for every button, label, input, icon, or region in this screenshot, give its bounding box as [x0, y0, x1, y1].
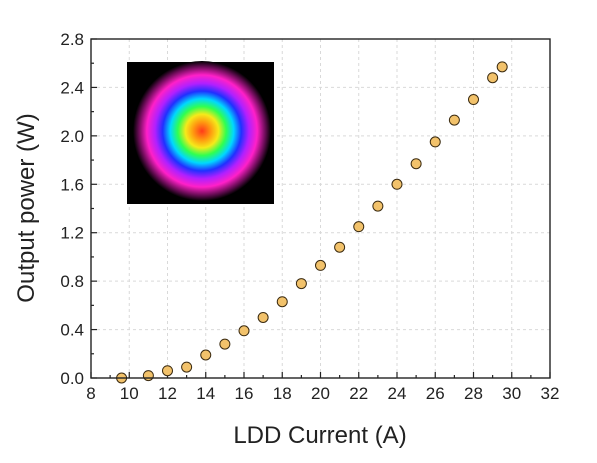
data-point — [468, 94, 479, 106]
data-point — [334, 241, 346, 253]
inset-beam-spot — [133, 61, 271, 201]
y-tick-label: 2.0 — [60, 127, 84, 146]
y-tick-label: 0.4 — [60, 321, 84, 340]
x-tick-label: 28 — [464, 384, 483, 403]
x-tick-label: 8 — [86, 384, 95, 403]
y-tick-label: 1.2 — [60, 224, 84, 243]
data-points — [116, 61, 508, 384]
data-point — [429, 136, 441, 148]
x-tick-label: 30 — [502, 384, 521, 403]
data-point — [487, 72, 499, 84]
x-tick-label: 24 — [388, 384, 407, 403]
data-point — [276, 296, 288, 308]
x-axis-title: LDD Current (A) — [233, 422, 406, 449]
data-point — [410, 158, 422, 170]
x-tick-label: 16 — [235, 384, 254, 403]
x-tick-label: 20 — [311, 384, 330, 403]
plot-frame — [90, 38, 551, 379]
x-tick-label: 32 — [541, 384, 560, 403]
data-point — [200, 349, 212, 361]
beam-profile-inset — [127, 61, 274, 204]
data-point — [315, 259, 326, 271]
data-point — [496, 61, 508, 73]
data-point — [142, 370, 154, 382]
x-tick-label: 26 — [426, 384, 445, 403]
y-tick-label: 1.6 — [60, 175, 84, 194]
y-axis-title: Output power (W) — [13, 113, 40, 302]
data-point — [257, 311, 269, 323]
data-point — [448, 114, 460, 126]
x-tick-label: 14 — [196, 384, 215, 403]
data-point — [295, 278, 307, 290]
x-tick-label: 22 — [349, 384, 368, 403]
y-tick-label: 0.8 — [60, 272, 84, 291]
data-point — [219, 338, 231, 350]
x-tick-label: 10 — [120, 384, 139, 403]
y-tick-label: 0.0 — [60, 369, 84, 388]
data-point — [162, 365, 173, 377]
x-tick-label: 18 — [273, 384, 292, 403]
data-point — [181, 361, 193, 373]
y-tick-label: 2.4 — [60, 78, 84, 97]
data-point — [353, 221, 365, 233]
x-tick-label: 12 — [158, 384, 177, 403]
data-point — [238, 325, 250, 337]
y-tick-label: 2.8 — [60, 30, 84, 49]
data-point — [391, 178, 403, 190]
data-point — [372, 200, 384, 212]
